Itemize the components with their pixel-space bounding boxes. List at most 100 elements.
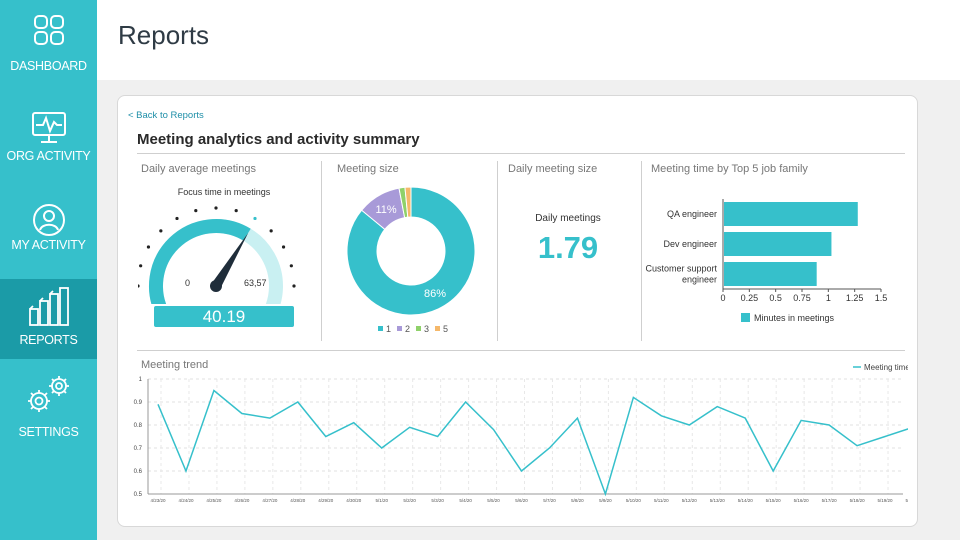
trend-x-tick-label: 5/10/20 <box>626 498 642 503</box>
trend-x-tick-label: 5/7/20 <box>543 498 556 503</box>
gauge-chart <box>138 206 296 304</box>
bar-legend-swatch <box>741 313 750 322</box>
header: Reports <box>97 0 960 80</box>
gauge-needle <box>211 232 249 289</box>
trend-x-tick-label: 4/24/20 <box>178 498 194 503</box>
trend-x-tick-label: 5/17/20 <box>822 498 838 503</box>
bar-x-tick-label: 0 <box>720 293 725 303</box>
sidebar-item-label: MY ACTIVITY <box>11 238 86 252</box>
gauge-tick <box>234 209 238 213</box>
bar <box>724 202 858 226</box>
sidebar-item-label: SETTINGS <box>18 425 79 439</box>
trend-x-tick-label: 5/12/20 <box>682 498 698 503</box>
bar <box>724 232 832 256</box>
report-card: < Back to Reports Meeting analytics and … <box>117 95 918 527</box>
sidebar-item-label: ORG ACTIVITY <box>6 149 91 163</box>
gears-icon <box>0 374 97 414</box>
gauge-needle-hub <box>210 280 222 292</box>
bar-x-tick-label: 1.5 <box>875 293 888 303</box>
trend-x-tick-label: 5/20/20 <box>905 498 908 503</box>
sidebar: DASHBOARD ORG ACTIVITY MY ACTIVITY <box>0 0 97 540</box>
trend-x-tick-label: 5/19/20 <box>878 498 894 503</box>
gauge-tick <box>289 264 293 268</box>
bar-category-label: QA engineer <box>667 209 717 219</box>
gauge-tick <box>214 206 218 210</box>
trend-x-tick-label: 5/13/20 <box>710 498 726 503</box>
trend-x-tick-label: 4/28/20 <box>290 498 306 503</box>
donut-label: 11% <box>375 204 396 216</box>
trend-x-tick-label: 5/11/20 <box>654 498 669 503</box>
trend-x-tick-label: 5/14/20 <box>738 498 754 503</box>
trend-x-tick-label: 4/23/20 <box>150 498 166 503</box>
sidebar-item-my-activity[interactable]: MY ACTIVITY <box>0 190 97 270</box>
legend-swatch <box>377 326 383 331</box>
gauge-tick <box>146 245 151 249</box>
panel-divider <box>321 161 322 341</box>
legend-swatch <box>416 326 421 331</box>
back-to-reports-link[interactable]: < Back to Reports <box>128 110 204 121</box>
trend-x-tick-label: 4/27/20 <box>262 498 278 503</box>
trend-x-tick-label: 5/15/20 <box>766 498 782 503</box>
trend-x-tick-label: 5/16/20 <box>794 498 810 503</box>
job-family-title: Meeting time by Top 5 job family <box>651 163 808 175</box>
trend-legend-label: Meeting time <box>864 363 908 372</box>
sidebar-item-dashboard[interactable]: DASHBOARD <box>0 0 97 80</box>
gauge-subtitle: Focus time in meetings <box>177 187 271 197</box>
trend-y-tick-label: 0.7 <box>134 446 143 452</box>
gauge-min-label: 0 <box>185 278 191 288</box>
gauge-tick <box>292 284 296 288</box>
meeting-size-legend: 1 2 3 5 <box>340 324 480 334</box>
sidebar-item-label: DASHBOARD <box>10 59 87 73</box>
meeting-trend-chart: 0.5 0.6 0.7 0.8 0.9 1 4/23/20 4/24/20 4/25/20 4/2… <box>134 363 908 503</box>
trend-x-tick-label: 5/4/20 <box>459 498 472 503</box>
sidebar-item-settings[interactable]: SETTINGS <box>0 372 97 452</box>
trend-y-tick-label: 0.5 <box>134 492 143 498</box>
trend-x-tick-label: 5/8/20 <box>571 498 584 503</box>
trend-y-tick-label: 1 <box>139 377 143 383</box>
trend-x-tick-label: 5/9/20 <box>599 498 612 503</box>
legend-swatch <box>435 326 441 331</box>
trend-x-tick-label: 5/1/20 <box>375 498 388 503</box>
gauge-panel-title: Daily average meetings <box>141 163 256 175</box>
trend-x-tick-label: 5/6/20 <box>515 498 528 503</box>
title-divider <box>137 153 905 154</box>
sidebar-item-reports[interactable]: REPORTS <box>0 279 97 359</box>
monitor-pulse-icon <box>0 108 97 148</box>
bar-x-tick-label: 1.25 <box>846 293 864 303</box>
gauge-tick <box>138 284 140 288</box>
daily-meetings-value: 1.79 <box>537 230 599 265</box>
trend-x-tick-label: 4/30/20 <box>346 498 362 503</box>
gauge-tick <box>139 264 143 268</box>
gauge-tick <box>269 229 273 233</box>
gauge-tick <box>281 245 286 249</box>
meeting-size-title: Meeting size <box>337 163 399 175</box>
gauge-max-label: 63,57 <box>244 278 267 288</box>
gauge-value-box: 40.19 <box>154 306 294 327</box>
donut-slice-1 <box>346 186 476 316</box>
legend-label: 2 <box>404 324 410 334</box>
legend-swatch <box>396 326 402 331</box>
section-divider <box>137 350 905 351</box>
page-title: Reports <box>118 20 210 50</box>
legend-label: 5 <box>443 324 449 334</box>
bar-category-label: engineer <box>682 275 717 285</box>
trend-x-tick-label: 5/18/20 <box>850 498 866 503</box>
donut-slice-5 <box>404 186 412 218</box>
trend-y-tick-label: 0.8 <box>134 423 143 429</box>
trend-y-tick-label: 0.6 <box>134 469 143 475</box>
bar-chart-icon <box>0 287 97 327</box>
job-family-bar-chart: QA engineer Dev engineer Customer supporte… <box>645 199 888 323</box>
sidebar-item-org-activity[interactable]: ORG ACTIVITY <box>0 100 97 180</box>
gauge-fill <box>149 219 251 304</box>
sidebar-item-label: REPORTS <box>19 333 78 347</box>
bar-x-tick-label: 1 <box>826 293 831 303</box>
bar-x-tick-label: 0.25 <box>741 293 759 303</box>
panel-divider <box>497 161 498 341</box>
trend-line <box>157 389 908 497</box>
user-icon <box>0 200 97 240</box>
gauge-tick <box>159 229 163 233</box>
legend-label: 3 <box>424 324 430 334</box>
bar-category-label: Customer support <box>645 264 717 274</box>
daily-size-title: Daily meeting size <box>508 163 598 175</box>
meeting-size-donut: 86% 11% <box>346 186 476 316</box>
